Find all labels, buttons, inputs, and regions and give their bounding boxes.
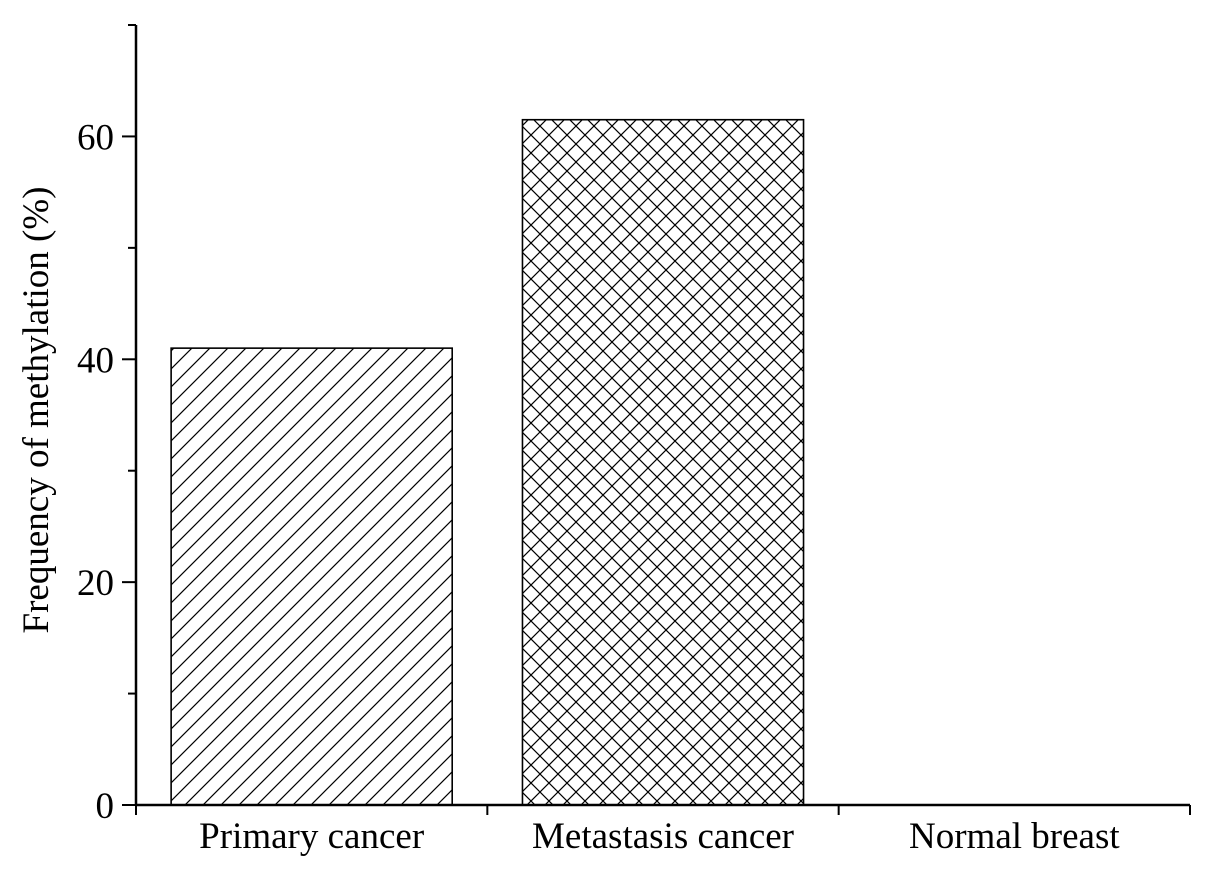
- bar-metastasis-cancer: [521, 118, 805, 806]
- x-tick-label: Metastasis cancer: [532, 816, 794, 857]
- x-tick-label: Primary cancer: [199, 816, 424, 857]
- x-axis: Primary cancer Metastasis cancer Normal br…: [135, 803, 1191, 857]
- y-axis-title: Frequency of methylation (%): [16, 187, 57, 634]
- y-tick-label: 40: [77, 340, 114, 381]
- bar-primary-cancer: [170, 347, 454, 806]
- bars-group: [170, 118, 805, 806]
- y-axis: 0 20 40 60: [77, 24, 138, 827]
- x-tick-label: Normal breast: [909, 816, 1120, 857]
- y-tick-label: 60: [77, 117, 114, 158]
- y-tick-label: 0: [96, 786, 115, 827]
- y-tick-label: 20: [77, 563, 114, 604]
